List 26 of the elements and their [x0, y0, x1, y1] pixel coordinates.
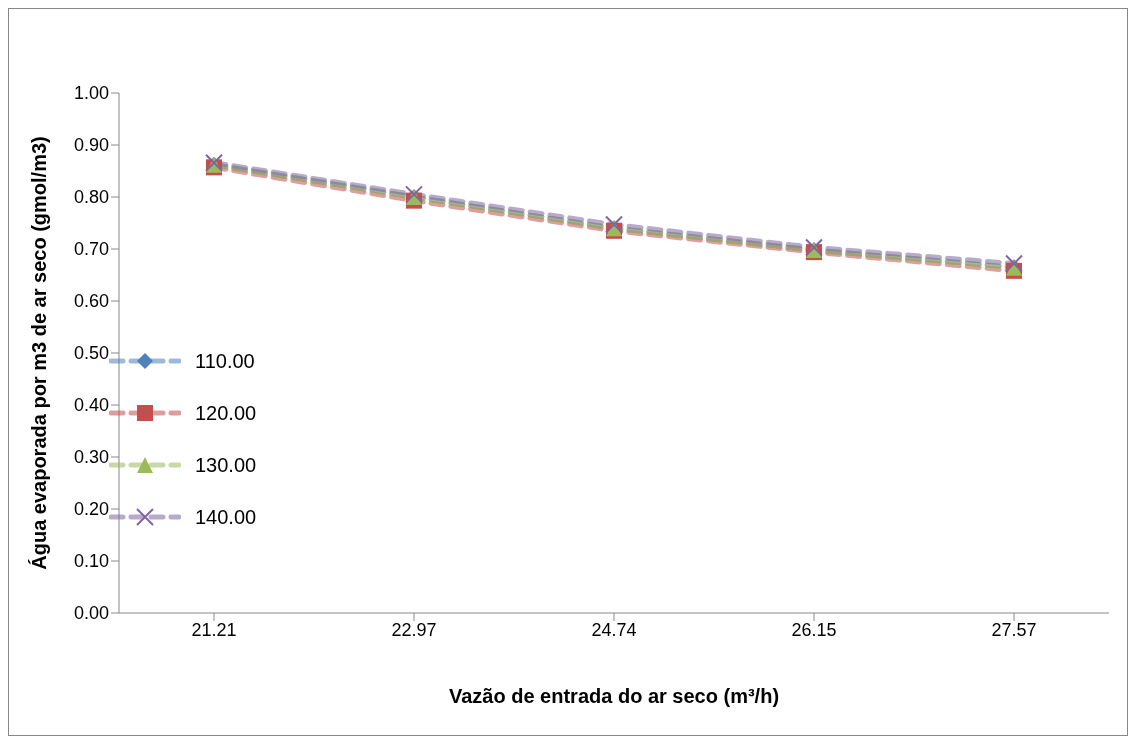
y-tick-label: 0.20 [73, 499, 109, 520]
point [405, 185, 423, 204]
y-tick-label: 0.40 [73, 395, 109, 416]
legend-label: 140.00 [195, 505, 257, 529]
x-axis-title: Vazão de entrada do ar seco (m³/h) [448, 685, 780, 707]
x-tick-label: 26.15 [791, 619, 837, 640]
point [1005, 254, 1023, 273]
y-tick-label: 0.30 [73, 447, 109, 468]
x-tick-label: 22.97 [391, 619, 437, 640]
point [805, 238, 823, 257]
y-tick-label: 1.00 [73, 83, 109, 104]
x-tick-label: 27.57 [991, 619, 1037, 640]
point [605, 215, 623, 234]
x-tick-label: 21.21 [191, 619, 237, 640]
y-tick-label: 0.50 [73, 343, 109, 364]
y-tick-label: 0.90 [73, 135, 109, 156]
legend-label: 110.00 [195, 349, 255, 373]
y-axis-title: Água evaporada por m3 de ar seco (gmol/m3) [28, 136, 51, 570]
x-tick-label: 24.74 [591, 619, 637, 640]
y-tick-label: 0.10 [73, 551, 109, 572]
y-tick-label: 0.60 [73, 291, 109, 312]
legend-label: 120.00 [195, 401, 257, 425]
y-tick-label: 0.80 [73, 187, 109, 208]
y-tick-label: 0.00 [73, 603, 109, 624]
legend-label: 130.00 [195, 453, 257, 477]
y-tick-label: 0.70 [73, 239, 109, 260]
